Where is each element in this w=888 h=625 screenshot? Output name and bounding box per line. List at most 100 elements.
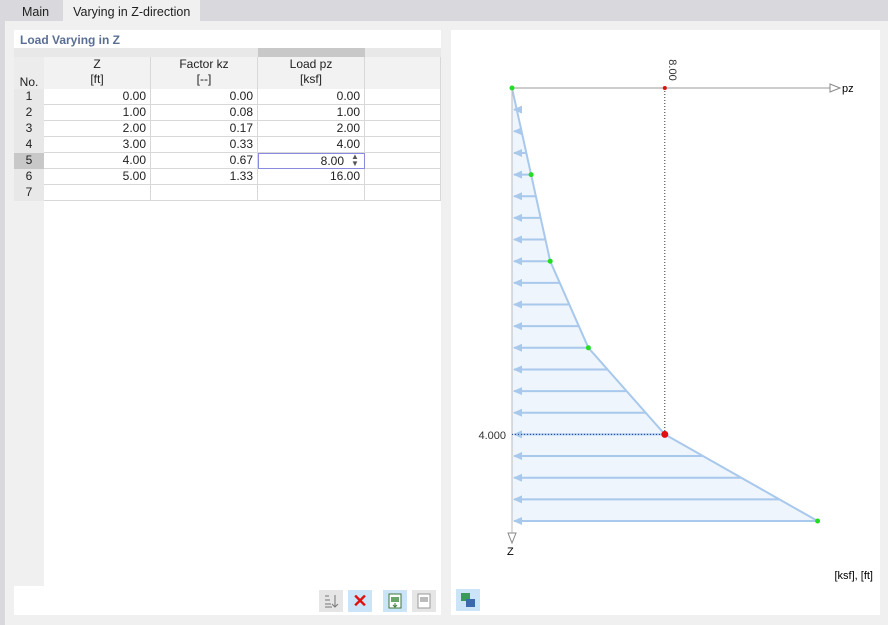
load-point[interactable]	[509, 85, 515, 91]
arrow-head-icon	[513, 473, 522, 482]
cell-p[interactable]: 16.00	[258, 169, 365, 185]
arrow-head-icon	[513, 148, 522, 157]
header-strip-load	[258, 48, 365, 57]
arrow-head-icon	[513, 322, 522, 331]
cell-z[interactable]: 5.00	[44, 169, 151, 185]
arrow-head-icon	[513, 170, 522, 179]
delete-button[interactable]: ✕	[348, 590, 372, 612]
selected-z-label: 4.000	[478, 430, 506, 442]
column-header-name: Load pz	[289, 57, 333, 71]
header-strip	[14, 48, 441, 57]
diagram-settings-icon	[461, 593, 475, 607]
arrow-head-icon	[513, 343, 522, 352]
load-table-panel: Load Varying in Z No. Z [ft] Factor kz [--] L…	[14, 30, 441, 615]
arrow-head-icon	[513, 213, 522, 222]
cell-p[interactable]: 8.00	[258, 153, 365, 169]
cell-z[interactable]: 2.00	[44, 121, 151, 137]
table-title: Load Varying in Z	[20, 33, 121, 47]
arrow-head-icon	[513, 278, 522, 287]
row-number-strip	[14, 201, 44, 586]
arrow-head-icon	[513, 257, 522, 266]
cell-extra	[365, 169, 441, 185]
load-point[interactable]	[815, 518, 821, 524]
column-header-unit: [--]	[196, 72, 212, 86]
row-number[interactable]: 7	[14, 185, 44, 201]
column-header-unit: [ksf]	[299, 72, 322, 86]
row-number[interactable]: 3	[14, 121, 44, 137]
z-axis-arrow-icon	[507, 532, 517, 545]
tab-main[interactable]: Main	[0, 0, 64, 21]
cell-k[interactable]: 1.33	[151, 169, 258, 185]
cell-z[interactable]	[44, 185, 151, 201]
units-label: [ksf], [ft]	[834, 570, 873, 582]
row-number[interactable]: 5	[14, 153, 44, 169]
cell-p[interactable]: 4.00	[258, 137, 365, 153]
row-number[interactable]: 2	[14, 105, 44, 121]
load-point[interactable]	[528, 172, 534, 178]
cell-z[interactable]: 0.00	[44, 89, 151, 105]
row-number[interactable]: 1	[14, 89, 44, 105]
cell-extra	[365, 121, 441, 137]
cell-z[interactable]: 3.00	[44, 137, 151, 153]
cell-extra	[365, 105, 441, 121]
column-header-name: Factor kz	[179, 57, 229, 71]
cell-k[interactable]: 0.17	[151, 121, 258, 137]
cell-extra	[365, 137, 441, 153]
p-axis-arrow-icon	[829, 83, 842, 93]
cell-k[interactable]	[151, 185, 258, 201]
cell-p[interactable]	[258, 185, 365, 201]
selected-point[interactable]	[661, 430, 669, 438]
load-line	[511, 87, 819, 522]
column-header-extra	[365, 57, 441, 89]
selected-p-label: 8.00	[666, 59, 678, 80]
arrow-head-icon	[513, 235, 522, 244]
column-header-k[interactable]: Factor kz [--]	[151, 57, 258, 89]
export-excel-button[interactable]	[412, 590, 436, 612]
import-excel-button[interactable]	[383, 590, 407, 612]
row-number[interactable]: 6	[14, 169, 44, 185]
cell-p[interactable]: 1.00	[258, 105, 365, 121]
cell-z[interactable]: 4.00	[44, 153, 151, 169]
cell-extra	[365, 153, 441, 169]
arrow-head-icon	[513, 192, 522, 201]
header-no: No.	[14, 57, 44, 89]
tab-bar: Main Varying in Z-direction	[0, 0, 201, 21]
cell-k[interactable]: 0.33	[151, 137, 258, 153]
sort-icon	[325, 595, 339, 608]
import-excel-icon	[388, 593, 402, 609]
sort-button[interactable]	[319, 590, 343, 612]
arrow-head-icon	[513, 387, 522, 396]
cell-k[interactable]: 0.08	[151, 105, 258, 121]
arrow-head-icon	[513, 495, 522, 504]
arrow-head-icon	[513, 430, 522, 439]
arrow-head-icon	[513, 127, 522, 136]
p-axis-label: pz	[842, 83, 854, 95]
arrow-head-icon	[513, 452, 522, 461]
cell-k[interactable]: 0.00	[151, 89, 258, 105]
column-header-name: Z	[93, 57, 101, 71]
arrow-head-icon	[513, 365, 522, 374]
load-point[interactable]	[547, 258, 553, 264]
selected-p-marker	[662, 86, 667, 90]
load-point[interactable]	[585, 345, 591, 351]
arrow-head-icon	[513, 517, 522, 525]
cell-z[interactable]: 1.00	[44, 105, 151, 121]
spinner-icon[interactable]: ▲ ▼	[351, 152, 359, 168]
column-header-p[interactable]: Load pz [ksf]	[258, 57, 365, 89]
cell-extra	[365, 89, 441, 105]
tab-varying-z[interactable]: Varying in Z-direction	[63, 0, 201, 21]
column-header-z[interactable]: Z [ft]	[44, 57, 151, 89]
export-excel-icon	[417, 593, 431, 609]
delete-icon: ✕	[352, 590, 368, 611]
arrow-head-icon	[513, 300, 522, 309]
cell-extra	[365, 185, 441, 201]
arrow-head-icon	[513, 408, 522, 417]
cell-k[interactable]: 0.67	[151, 153, 258, 169]
column-header-unit: [ft]	[90, 72, 104, 86]
row-number[interactable]: 4	[14, 137, 44, 153]
cell-p[interactable]: 2.00	[258, 121, 365, 137]
diagram-options-button[interactable]	[456, 589, 480, 611]
cell-p[interactable]: 0.00	[258, 89, 365, 105]
z-axis-label: Z	[507, 546, 514, 558]
